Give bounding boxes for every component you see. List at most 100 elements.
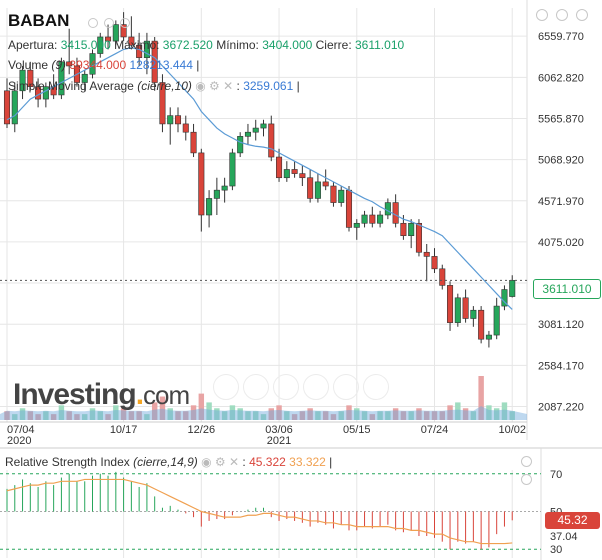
candle-down [322, 181, 329, 187]
candle-down [182, 123, 189, 133]
sma-icons[interactable]: ◉ ⚙ ✕ [195, 79, 234, 93]
volume-bar [97, 411, 103, 420]
volume-bar [385, 411, 391, 420]
close-icon[interactable] [576, 9, 588, 21]
rsi-close-icon[interactable] [521, 474, 532, 485]
settings-icon[interactable] [104, 18, 114, 28]
volume-bar [470, 411, 477, 420]
volume-bar [354, 408, 360, 420]
volume-bar [12, 414, 18, 420]
scroll-end-button[interactable] [363, 374, 389, 400]
settings-icon[interactable] [556, 9, 568, 21]
volume-bar [66, 411, 72, 420]
volume-bar [361, 411, 368, 420]
candle-down [3, 90, 11, 125]
high-label: Máximo: [114, 38, 160, 52]
top-right-icons [528, 8, 588, 26]
high-value: 3672.520 [162, 38, 213, 52]
candle-down [268, 123, 275, 158]
volume-bar [322, 411, 329, 420]
volume-ma-value: 128213.444 [129, 58, 193, 72]
rsi-label: Relative Strength Index [5, 455, 130, 469]
volume-bar [338, 411, 344, 420]
candle-up [485, 334, 492, 340]
candle-down [447, 285, 454, 323]
volume-bar [89, 408, 96, 420]
candle-up [252, 127, 259, 133]
volume-bar [284, 411, 290, 420]
candle-down [105, 36, 112, 42]
volume-bar [253, 411, 259, 420]
volume-bar [206, 402, 212, 420]
candle-up [361, 214, 368, 224]
volume-bar [509, 411, 515, 420]
candle-up [58, 61, 65, 96]
volume-bar [4, 411, 10, 420]
ticker-symbol: BABAN [8, 11, 70, 30]
candle-up [237, 136, 244, 154]
sma-row: Simple Moving Average (cierre,10) ◉ ⚙ ✕ … [8, 79, 300, 93]
y-tick-label: 5068.920 [538, 155, 584, 167]
volume-bar [113, 405, 119, 420]
rsi-settings-icon[interactable] [521, 456, 532, 467]
volume-bar [431, 411, 438, 420]
x-tick-sublabel: 2020 [7, 435, 31, 447]
sma-param: (cierre,10) [137, 79, 192, 93]
candle-down [369, 214, 376, 224]
candle-up [408, 222, 415, 236]
volume-bar [183, 411, 189, 420]
candle-up [454, 297, 461, 323]
y-tick-label: 6559.770 [538, 31, 584, 43]
low-value: 3404.000 [262, 38, 313, 52]
candles [3, 12, 516, 348]
volume-bar [43, 411, 49, 420]
scroll-left-button[interactable] [213, 374, 239, 400]
candle-down [415, 222, 422, 253]
y-tick-label: 3081.120 [538, 319, 584, 331]
y-tick-label: 5565.870 [538, 113, 584, 125]
x-tick-label: 07/04 [7, 424, 35, 436]
candle-down [307, 177, 314, 199]
volume-bar [221, 411, 228, 420]
volume-bar [291, 414, 298, 420]
volume-bar [128, 411, 135, 420]
candle-up [509, 280, 516, 297]
volume-bar [501, 402, 508, 420]
reset-zoom-button[interactable] [273, 374, 299, 400]
volume-bar [408, 411, 414, 420]
candle-up [283, 169, 290, 179]
candle-down [439, 268, 446, 286]
scroll-right-button[interactable] [333, 374, 359, 400]
rsi-icons[interactable]: ◉ ⚙ ✕ [201, 455, 240, 469]
x-tick-label: 05/15 [343, 424, 371, 436]
candle-up [384, 202, 391, 216]
sma-value: 3259.061 [243, 79, 294, 93]
rsi-header: Relative Strength Index (cierre,14,9) ◉ … [5, 455, 333, 469]
candle-down [392, 202, 399, 224]
volume-bar [268, 408, 274, 420]
investing-logo: Investing.com [13, 378, 190, 411]
rsi-signal-line [6, 478, 513, 545]
close-icon[interactable] [120, 18, 130, 28]
volume-bar [50, 414, 57, 420]
zoom-out-button[interactable] [303, 374, 329, 400]
open-label: Apertura: [8, 38, 58, 52]
volume-bar [82, 414, 88, 420]
chart-nav-buttons [213, 374, 393, 405]
candle-up [314, 181, 321, 199]
eye-icon[interactable] [88, 18, 98, 28]
zoom-in-button[interactable] [243, 374, 269, 400]
volume-bar [276, 405, 282, 420]
rsi-signal-value: 33.322 [289, 455, 326, 469]
rsi-tick-label: 30 [550, 544, 562, 556]
volume-bar [35, 414, 41, 420]
open-value: 3415.000 [60, 38, 111, 52]
last-price-badge: 3611.010 [533, 279, 601, 299]
volume-bar [493, 408, 500, 420]
eye-icon[interactable] [536, 9, 548, 21]
volume-bar [237, 408, 243, 420]
close-label: Cierre: [315, 38, 352, 52]
volume-bar [369, 414, 376, 420]
candle-down [198, 152, 205, 216]
